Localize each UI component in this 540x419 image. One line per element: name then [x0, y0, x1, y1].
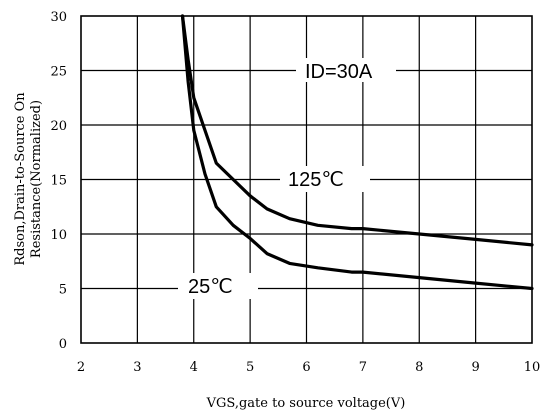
series-label-125c: 125℃ [288, 169, 344, 191]
x-tick-label: 8 [415, 360, 423, 375]
x-tick-label: 6 [302, 360, 310, 375]
y-axis-title-line1: Rdson,Drain-to-Source On [13, 92, 28, 266]
y-axis-title-line2: Resistance(Normalized) [29, 100, 44, 258]
y-axis-title: Rdson,Drain-to-Source On Resistance(Norm… [13, 92, 44, 266]
series-label-25c: 25℃ [188, 276, 233, 298]
x-tick-label: 3 [133, 360, 141, 375]
y-tick-label: 25 [50, 65, 67, 80]
plot-frame [80, 15, 533, 344]
x-axis-title: VGS,gate to source voltage(V) [206, 396, 406, 411]
curves [180, 14, 534, 291]
y-tick-label: 20 [50, 119, 67, 134]
x-tick-label: 2 [77, 360, 85, 375]
hot-curve-annotation: 125℃ [280, 166, 370, 192]
x-tick-label: 4 [190, 360, 198, 375]
series-line-25c [180, 14, 534, 291]
condition-annotation: ID=30A [296, 58, 396, 83]
y-tick-label: 5 [59, 283, 67, 298]
y-tick-label: 0 [59, 337, 67, 352]
y-tick-label: 30 [50, 10, 67, 25]
y-tick-label: 15 [50, 174, 67, 189]
x-tick-label: 5 [246, 360, 254, 375]
cold-curve-annotation: 25℃ [178, 273, 258, 299]
condition-label: ID=30A [305, 61, 373, 83]
y-tick-label: 10 [50, 228, 67, 243]
series-line-125c [180, 14, 534, 247]
x-tick-label: 10 [524, 360, 540, 375]
x-tick-label: 7 [359, 360, 367, 375]
tick-labels: 2 3 4 5 6 7 8 9 10 0 5 10 15 20 25 30 [50, 10, 540, 375]
x-tick-label: 9 [471, 360, 479, 375]
